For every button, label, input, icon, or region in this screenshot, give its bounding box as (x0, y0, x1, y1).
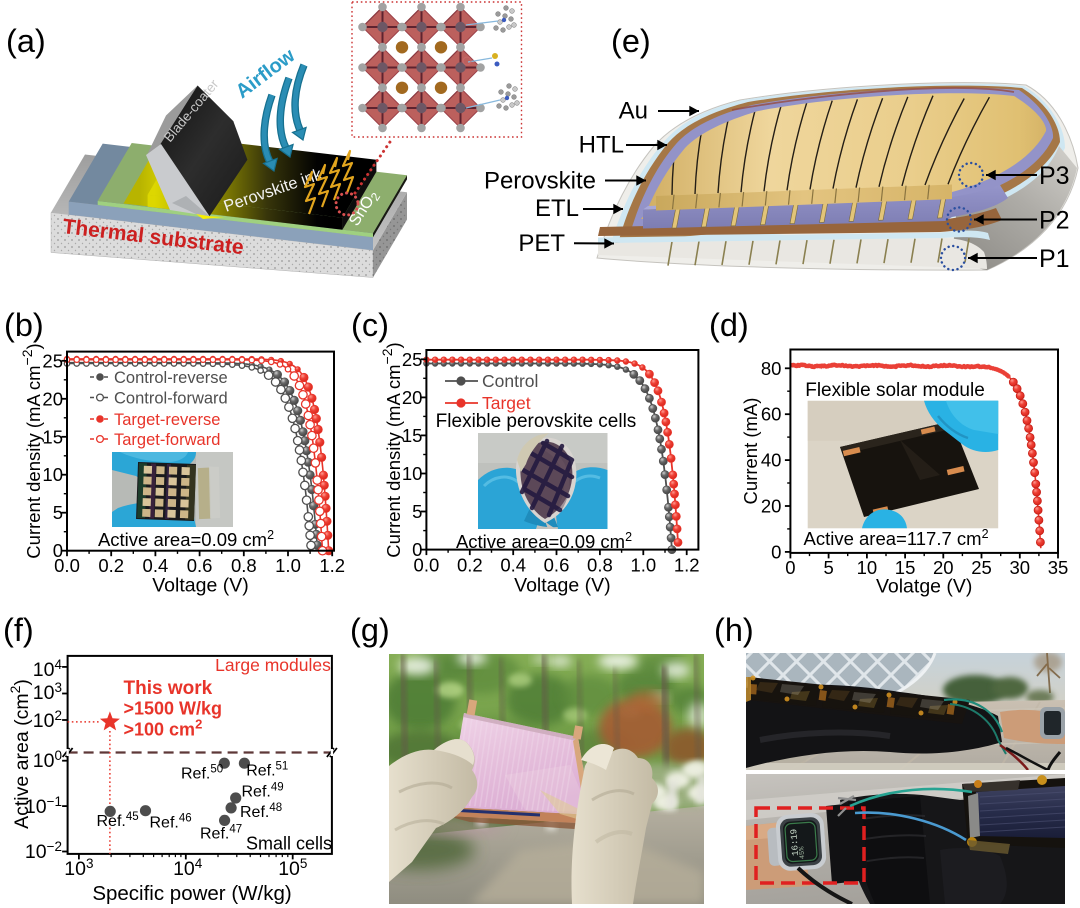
svg-text:Volatge (V): Volatge (V) (876, 576, 972, 598)
svg-text:P2: P2 (1039, 207, 1070, 235)
svg-text:0.4: 0.4 (143, 555, 169, 576)
svg-text:0.4: 0.4 (500, 555, 526, 576)
svg-text:(d): (d) (709, 307, 749, 343)
svg-text:1.2: 1.2 (674, 555, 700, 576)
svg-text:20: 20 (933, 557, 954, 578)
svg-text:Large modules: Large modules (215, 655, 331, 675)
svg-text:20: 20 (402, 387, 423, 408)
svg-text:5: 5 (823, 557, 833, 578)
svg-text:Perovskite: Perovskite (484, 168, 596, 195)
svg-text:Target: Target (482, 393, 531, 413)
svg-text:(e): (e) (611, 23, 651, 59)
svg-text:P3: P3 (1039, 162, 1070, 190)
svg-text:0: 0 (412, 539, 422, 560)
svg-text:0: 0 (771, 541, 781, 562)
svg-text:5: 5 (412, 501, 422, 522)
svg-text:0.0: 0.0 (414, 555, 440, 576)
svg-text:Target-forward: Target-forward (114, 431, 220, 449)
svg-text:0.0: 0.0 (54, 555, 80, 576)
svg-text:45%: 45% (798, 845, 807, 859)
svg-text:Current density (mA cm−2): Current density (mA cm−2) (19, 343, 44, 558)
svg-text:10: 10 (42, 464, 63, 485)
svg-text:Current (mA): Current (mA) (740, 398, 761, 505)
svg-text:Au: Au (619, 98, 648, 125)
svg-text:(a): (a) (6, 23, 46, 59)
svg-text:Control-forward: Control-forward (114, 390, 228, 408)
svg-text:(c): (c) (351, 307, 389, 343)
svg-text:(g): (g) (350, 612, 390, 648)
svg-text:Active area (cm2): Active area (cm2) (7, 679, 33, 829)
svg-text:0.2: 0.2 (98, 555, 124, 576)
svg-text:5: 5 (53, 502, 63, 523)
svg-text:1.0: 1.0 (630, 555, 656, 576)
svg-text:25: 25 (42, 350, 63, 371)
svg-text:HTL: HTL (579, 131, 624, 158)
svg-text:10: 10 (402, 463, 423, 484)
svg-text:Target-reverse: Target-reverse (114, 411, 220, 429)
svg-text:Active area=0.09 cm2: Active area=0.09 cm2 (456, 530, 632, 552)
svg-text:This work: This work (124, 678, 213, 699)
svg-text:0.8: 0.8 (587, 555, 613, 576)
svg-text:0.6: 0.6 (544, 555, 570, 576)
svg-text:15: 15 (402, 425, 423, 446)
svg-text:0: 0 (53, 540, 63, 561)
svg-text:>100 cm2: >100 cm2 (124, 716, 203, 740)
svg-text:80: 80 (761, 358, 782, 379)
svg-text:(f): (f) (3, 612, 34, 648)
svg-text:Voltage (V): Voltage (V) (514, 575, 610, 597)
svg-text:16:19: 16:19 (789, 829, 801, 857)
svg-text:Flexible perovskite cells: Flexible perovskite cells (436, 411, 637, 432)
svg-text:>1500 W/kg: >1500 W/kg (124, 699, 223, 719)
svg-text:ETL: ETL (535, 195, 579, 222)
svg-text:0.8: 0.8 (231, 555, 257, 576)
svg-text:Active area=117.7 cm2: Active area=117.7 cm2 (803, 527, 988, 549)
svg-text:60: 60 (761, 404, 782, 425)
svg-text:Flexible solar module: Flexible solar module (805, 380, 985, 401)
svg-text:PET: PET (518, 230, 565, 257)
svg-text:10−1: 10−1 (25, 794, 62, 819)
svg-text:P1: P1 (1039, 245, 1070, 273)
svg-text:Control-reverse: Control-reverse (114, 369, 228, 387)
svg-text:30: 30 (1010, 557, 1031, 578)
svg-text:100: 100 (33, 748, 62, 773)
svg-text:0: 0 (785, 557, 795, 578)
svg-text:Voltage (V): Voltage (V) (152, 575, 248, 597)
svg-text:25: 25 (971, 557, 992, 578)
svg-text:15: 15 (42, 426, 63, 447)
svg-text:0.2: 0.2 (457, 555, 483, 576)
svg-text:Specific power (W/kg): Specific power (W/kg) (92, 882, 291, 905)
svg-text:25: 25 (402, 349, 423, 370)
svg-text:(b): (b) (4, 307, 44, 343)
svg-text:Active area=0.09 cm2: Active area=0.09 cm2 (98, 528, 274, 550)
svg-text:10: 10 (857, 557, 878, 578)
svg-text:20: 20 (761, 496, 782, 517)
svg-text:1.2: 1.2 (319, 555, 345, 576)
svg-text:(h): (h) (714, 612, 754, 648)
svg-text:1.0: 1.0 (275, 555, 301, 576)
svg-text:15: 15 (895, 557, 916, 578)
svg-text:40: 40 (761, 450, 782, 471)
svg-text:0.6: 0.6 (187, 555, 213, 576)
svg-text:Current density (mA cm−2): Current density (mA cm−2) (379, 342, 404, 557)
svg-text:Small cells: Small cells (246, 834, 332, 854)
svg-text:20: 20 (42, 388, 63, 409)
svg-text:35: 35 (1048, 557, 1069, 578)
svg-text:Control: Control (482, 371, 538, 391)
